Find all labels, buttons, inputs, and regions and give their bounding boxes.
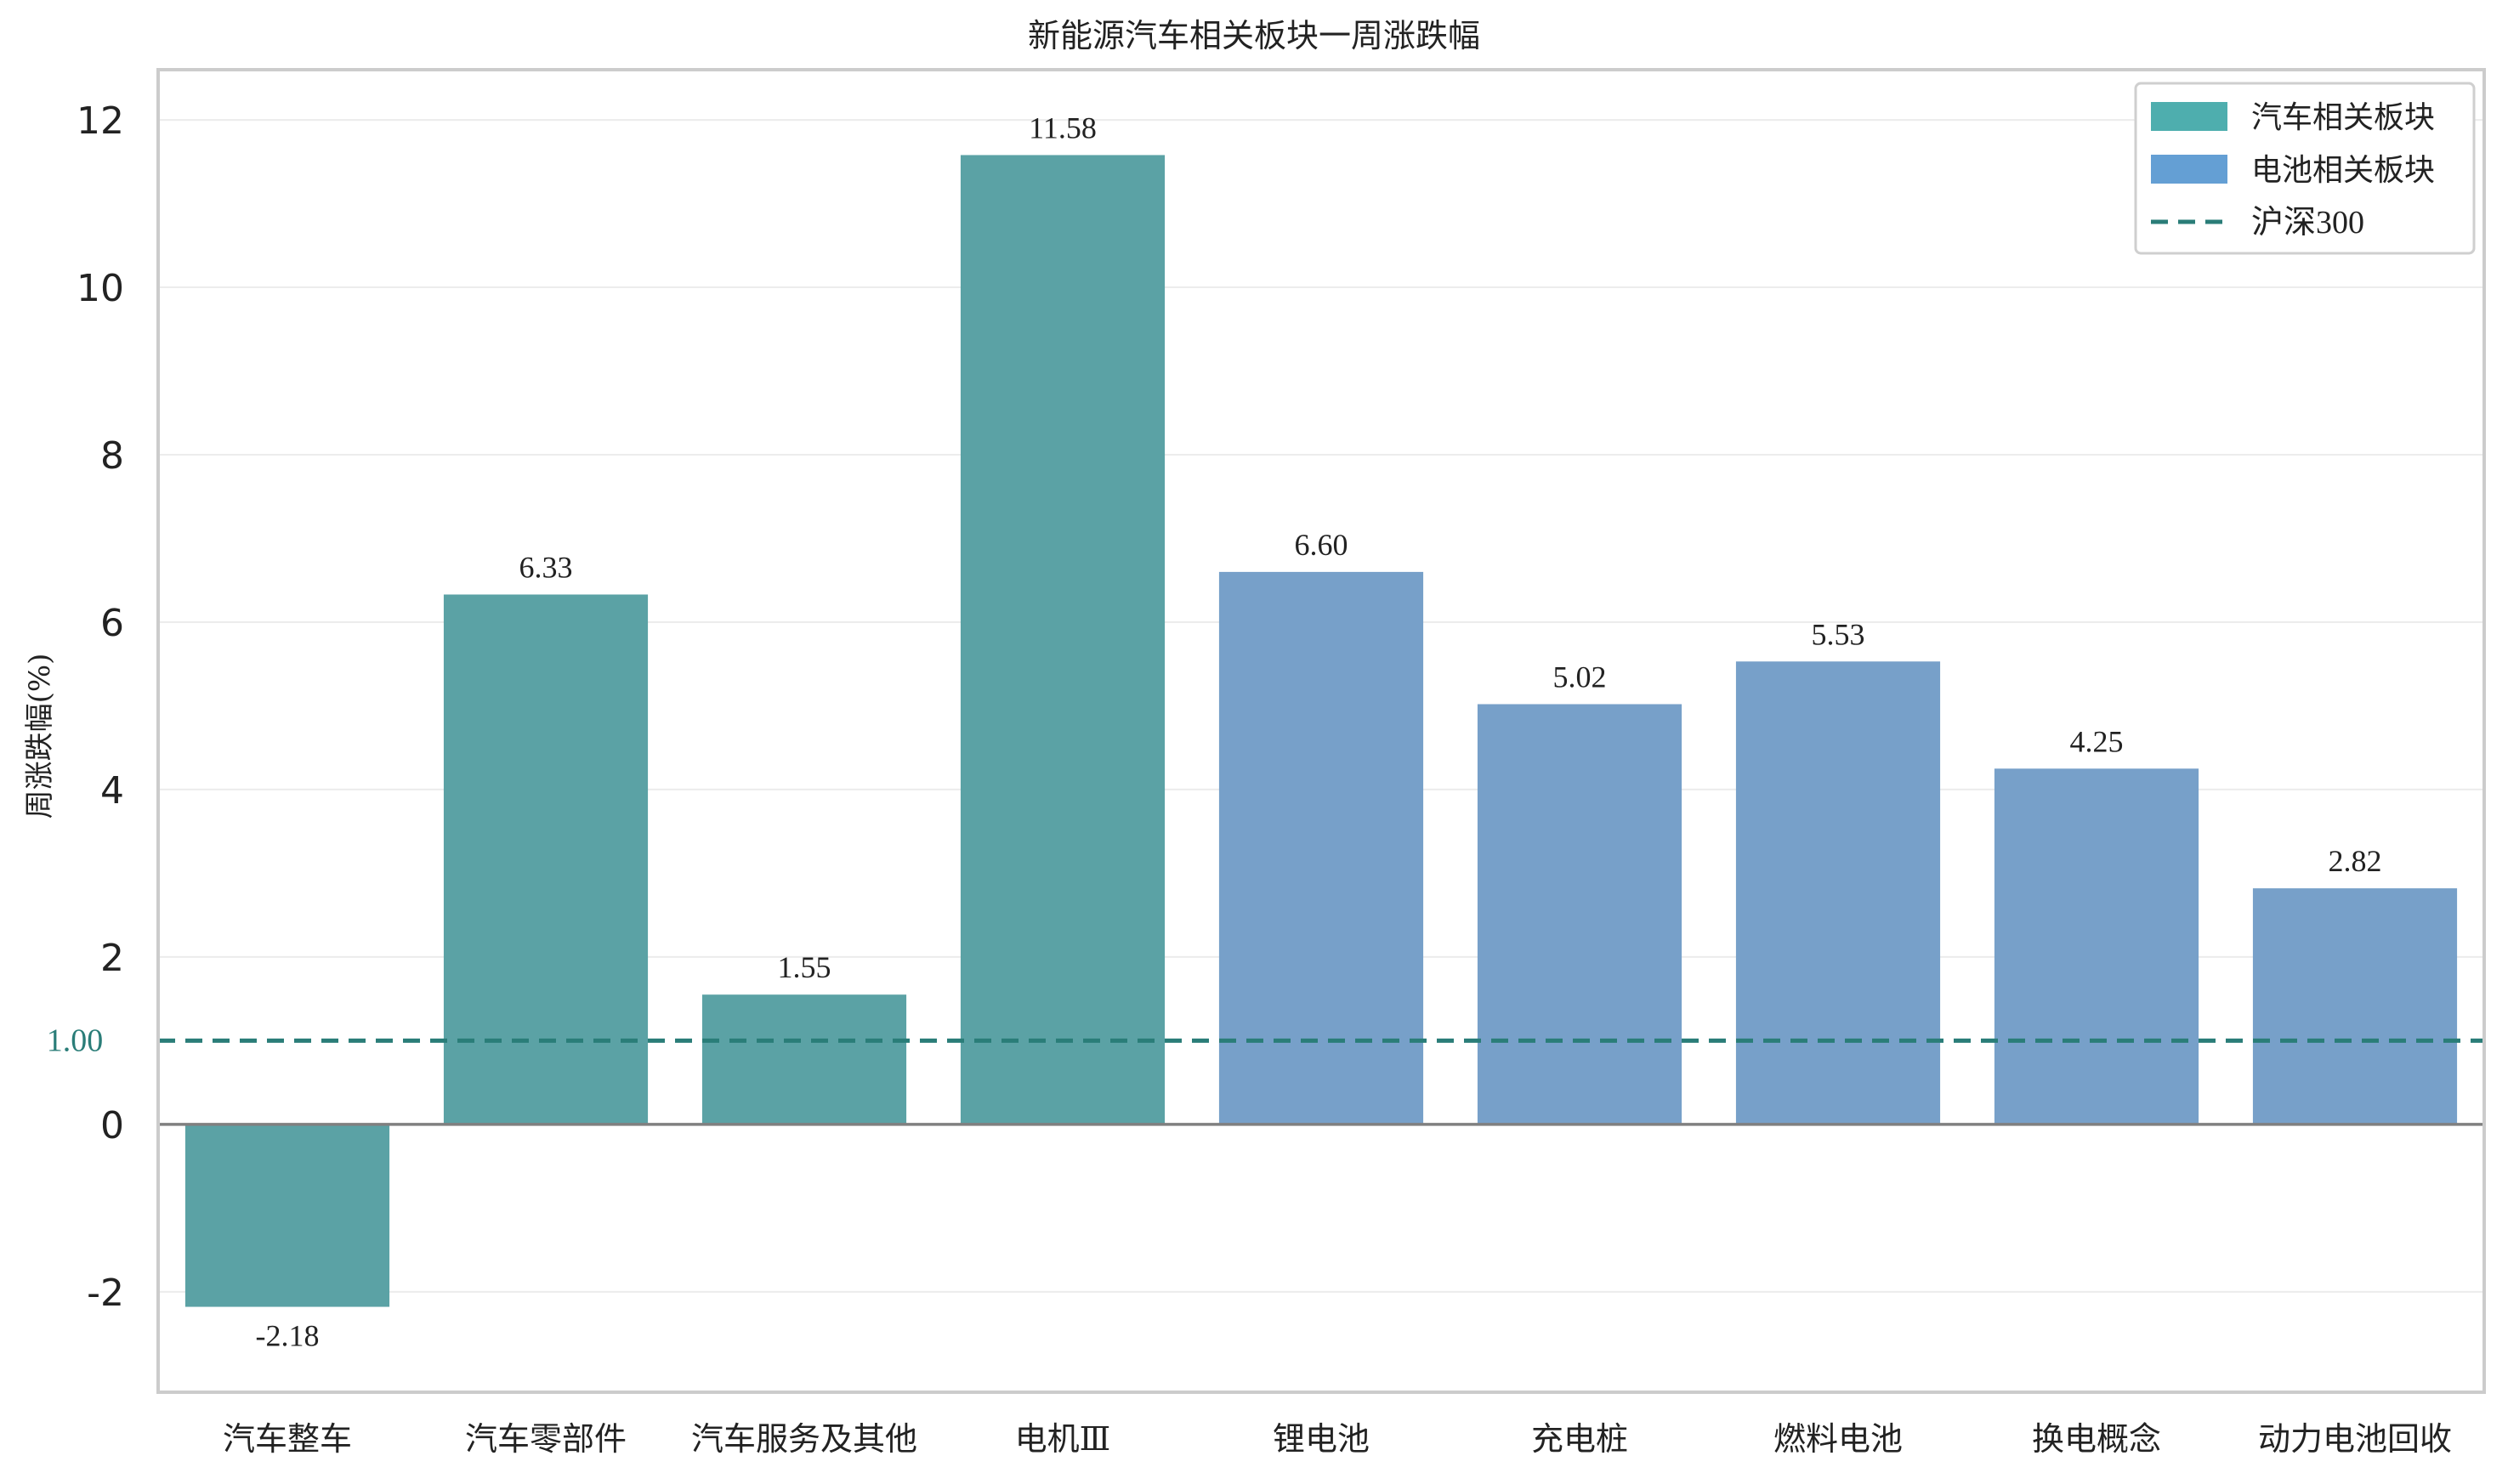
x-tick-label: 燃料电池 <box>1773 1420 1903 1458</box>
x-tick-label: 动力电池回收 <box>2258 1420 2452 1458</box>
x-tick-label: 电机Ⅲ <box>1015 1420 1111 1458</box>
x-tick-label: 汽车服务及其他 <box>691 1420 917 1458</box>
bar-value-label: 6.33 <box>519 550 573 584</box>
y-tick-label: 4 <box>100 769 124 813</box>
chart-title: 新能源汽车相关板块一周涨跌幅 <box>1028 17 1480 54</box>
legend-label: 电池相关板块 <box>2251 153 2435 188</box>
y-tick-label: 0 <box>100 1104 124 1147</box>
x-tick-label: 汽车零部件 <box>465 1420 627 1458</box>
legend-swatch-battery <box>2151 155 2227 184</box>
bar-battery <box>1218 571 1424 1124</box>
x-tick-labels: 汽车整车 汽车零部件 汽车服务及其他 电机Ⅲ 锂电池 充电桩 燃料电池 换电概念 动力电池回收 <box>223 1420 2452 1458</box>
reference-line-group: 1.00 <box>47 1022 2484 1126</box>
y-tick-label: -2 <box>87 1272 124 1315</box>
bar-auto <box>701 994 907 1124</box>
reference-line-value: 1.00 <box>47 1022 104 1058</box>
y-tick-label: 8 <box>100 434 124 478</box>
x-tick-label: 换电概念 <box>2032 1420 2161 1458</box>
bar-auto <box>443 594 649 1124</box>
bar-value-label: 6.60 <box>1295 528 1348 562</box>
y-tick-label: 10 <box>77 267 124 310</box>
bar-value-label: -2.18 <box>256 1319 320 1353</box>
plot-frame <box>156 68 2486 1394</box>
bar-value-label: 2.82 <box>2329 844 2382 878</box>
x-tick-label: 锂电池 <box>1273 1420 1370 1458</box>
value-labels: -2.18 6.33 1.55 11.58 6.60 5.02 5.53 4.25 2.82 <box>256 110 2382 1352</box>
legend-swatch-auto <box>2151 102 2227 131</box>
bars <box>184 155 2458 1307</box>
y-tick-labels: -2 0 2 4 6 8 10 12 <box>77 99 124 1315</box>
bar-battery <box>1994 768 2199 1124</box>
y-tick-label: 12 <box>77 99 124 143</box>
bar-value-label: 1.55 <box>778 950 831 984</box>
bar-battery <box>1477 704 1682 1124</box>
y-axis-label: 周涨跌幅(%) <box>23 654 57 819</box>
bar-value-label: 11.58 <box>1029 110 1097 144</box>
bar-auto <box>960 155 1166 1124</box>
x-tick-label: 汽车整车 <box>223 1420 352 1458</box>
bar-battery <box>2252 888 2458 1124</box>
legend-label: 汽车相关板块 <box>2251 100 2435 135</box>
legend-label: 沪深300 <box>2251 205 2364 241</box>
bar-battery <box>1735 661 1941 1124</box>
bar-auto <box>184 1124 390 1307</box>
bar-value-label: 4.25 <box>2070 724 2124 758</box>
bar-value-label: 5.53 <box>1812 617 1865 651</box>
y-tick-label: 2 <box>100 937 124 980</box>
x-tick-label: 充电桩 <box>1531 1420 1628 1458</box>
y-tick-label: 6 <box>100 602 124 645</box>
bar-value-label: 5.02 <box>1553 660 1607 694</box>
